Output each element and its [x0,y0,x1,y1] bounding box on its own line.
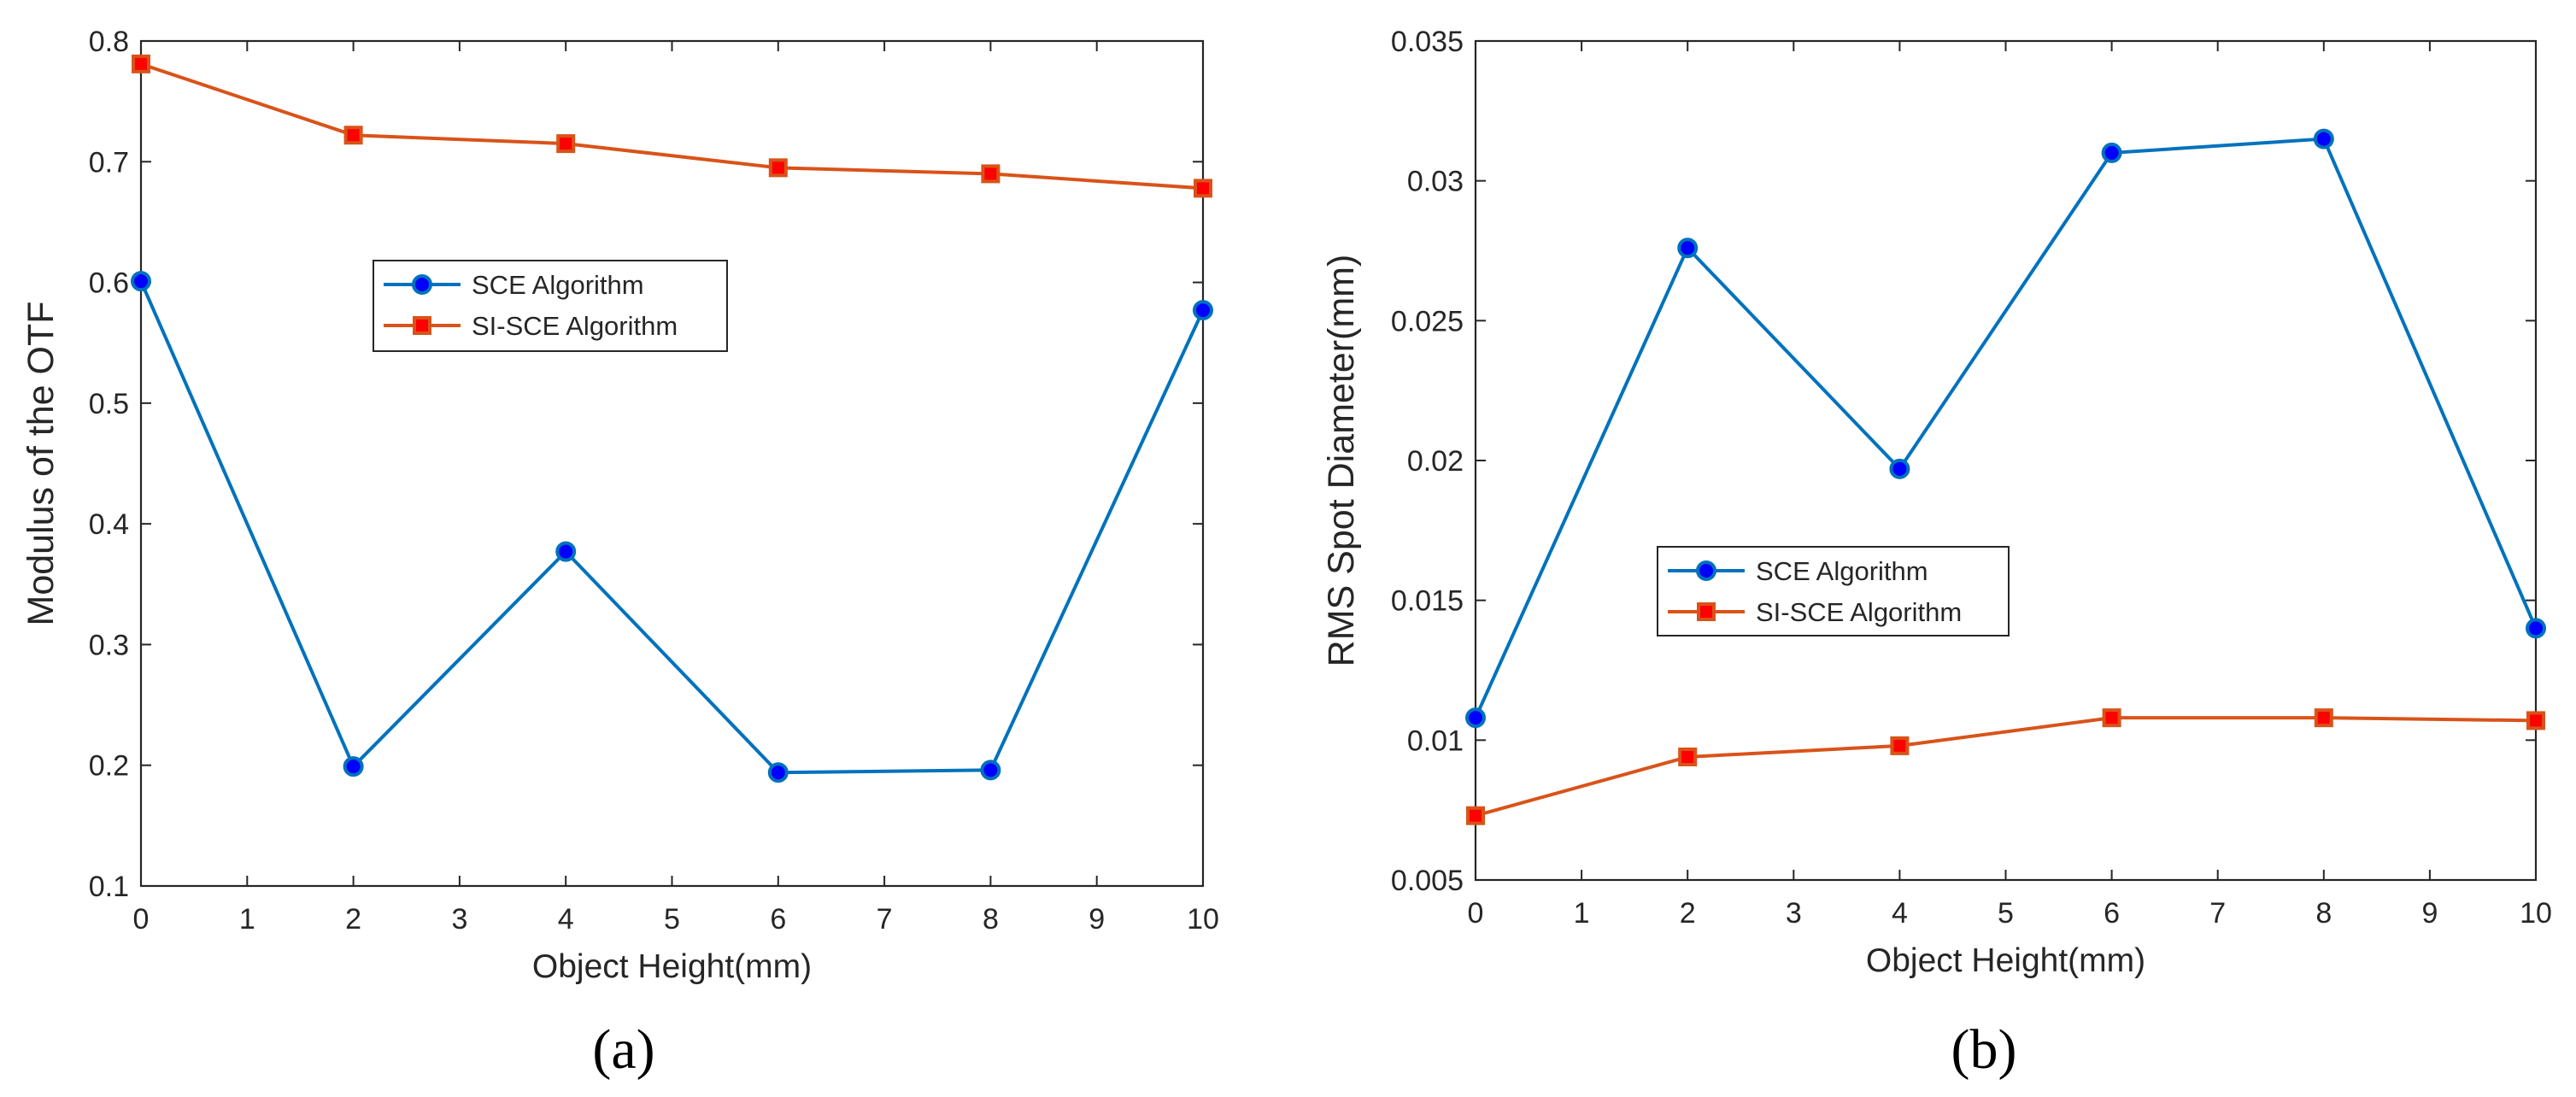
y-tick-label: 0.1 [89,871,129,903]
legend-entry-label: SCE Algorithm [472,270,644,300]
x-tick-label: 3 [451,903,467,936]
x-tick-label: 10 [2520,897,2552,930]
x-tick-label: 7 [2209,897,2226,930]
data-point-circle [767,762,789,783]
data-point-circle [1465,707,1486,729]
x-tick-label: 8 [983,903,999,936]
data-point-square [1890,736,1910,755]
legend-box [1657,546,2010,636]
legend-box [373,260,728,352]
y-tick-label: 0.015 [1391,585,1464,618]
series-line [1475,716,2537,818]
data-point-circle [2101,142,2122,163]
x-axis-label: Object Height(mm) [532,948,812,985]
y-tick-label: 0.3 [89,629,129,661]
data-point-circle [1889,458,1910,479]
data-point-square [2314,708,2333,728]
x-tick-label: 6 [770,903,786,936]
data-point-circle [2313,128,2334,150]
y-tick-label: 0.5 [89,388,129,420]
series-line [1474,137,2538,719]
legend-marker-square [1697,602,1716,621]
chart-a: 0 1 2 3 4 5 6 7 8 9 10 0.1 0.2 0.3 0.4 0.5 0.6 0.7 0.8 Obje… [21,26,1219,1081]
series-sce [131,271,1213,783]
y-tick-label: 0.03 [1407,166,1464,198]
data-point-square [2102,708,2121,728]
y-tick-label: 0.035 [1391,26,1464,58]
data-point-square [556,134,576,154]
y-tick-label: 0.005 [1391,865,1464,897]
data-point-circle [555,541,577,562]
legend: SCE Algorithm SI-SCE Algorithm [373,260,728,352]
data-point-square [768,158,788,178]
x-tick-label: 5 [664,903,680,936]
x-tick-label: 6 [2104,897,2120,930]
data-point-square [343,126,363,145]
y-tick-label: 0.025 [1391,305,1464,337]
plot-area [139,39,1205,888]
x-tick-label: 7 [877,903,893,936]
data-point-circle [343,756,364,777]
x-tick-label: 8 [2315,897,2332,930]
plot-area [1474,39,2538,882]
data-point-square [132,54,150,73]
data-point-circle [980,760,1001,781]
series-line [139,280,1205,775]
y-tick-label: 0.02 [1407,445,1464,478]
legend-marker-circle [412,274,432,295]
x-tick-label: 0 [133,903,150,936]
data-point-square [1678,747,1698,766]
legend-entry-label: SI-SCE Algorithm [472,311,678,341]
data-point-square [1194,179,1212,198]
x-tick-label: 1 [1574,897,1590,930]
y-tick-label: 0.2 [89,750,129,783]
data-point-square [981,164,1000,184]
data-point-circle [1193,300,1213,321]
chart-b: 0 1 2 3 4 5 6 7 8 9 10 0.005 0.01 0.015 0.02 0.025 0.03 0… [1321,26,2552,1081]
panel-label: (a) [592,1018,654,1081]
x-tick-label: 9 [2421,897,2438,930]
x-tick-label: 9 [1088,903,1105,936]
data-point-circle [2526,618,2546,639]
data-point-circle [131,271,151,292]
y-tick-label: 0.8 [89,26,129,58]
data-point-circle [1677,238,1699,259]
x-tick-label: 5 [1998,897,2014,930]
legend-marker-circle [1696,560,1716,581]
y-axis-label: RMS Spot Diameter(mm) [1321,255,1362,667]
data-point-square [1466,806,1485,825]
y-tick-label: 0.6 [89,267,129,300]
panel-label: (b) [1951,1018,2017,1081]
series-si-sce [132,54,1212,198]
x-tick-label: 2 [345,903,361,936]
x-tick-label: 10 [1187,903,1219,936]
x-tick-label: 1 [239,903,255,936]
legend: SCE Algorithm SI-SCE Algorithm [1657,546,2010,636]
y-axis-label: Modulus of the OTF [21,302,62,626]
x-tick-label: 4 [558,903,574,936]
legend-entry-label: SI-SCE Algorithm [1756,597,1962,627]
x-tick-label: 2 [1680,897,1696,930]
x-tick-label: 3 [1786,897,1802,930]
x-axis-label: Object Height(mm) [1866,942,2145,979]
series-line [140,62,1204,191]
y-tick-label: 0.7 [89,146,129,179]
x-tick-label: 0 [1468,897,1484,930]
legend-marker-square [413,316,431,335]
data-point-square [2526,711,2545,730]
series-sce [1465,128,2546,729]
y-tick-label: 0.4 [89,508,129,541]
series-si-sce [1466,708,2545,825]
x-tick-label: 4 [1892,897,1908,930]
y-tick-label: 0.01 [1407,724,1464,757]
legend-entry-label: SCE Algorithm [1756,556,1928,586]
